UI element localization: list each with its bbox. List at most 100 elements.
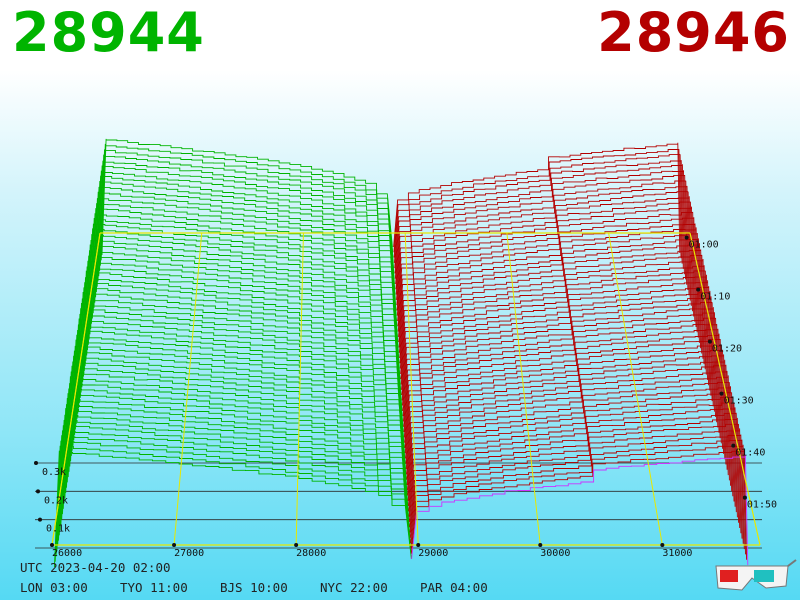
- bid-depth-line: [81, 270, 401, 388]
- zone-time-nyc: NYC 22:00: [320, 580, 388, 595]
- time-tick-mark: [719, 391, 724, 396]
- ask-depth-line: [407, 396, 736, 507]
- ask-depth-line: [399, 265, 707, 375]
- volume-tick-label: 0.1k: [46, 524, 70, 535]
- ask-depth-line: [410, 444, 746, 555]
- bid-depth-line: [97, 165, 395, 282]
- bid-depth-line: [78, 291, 402, 409]
- 3d-glasses-icon[interactable]: [715, 559, 797, 591]
- ask-depth-line: [409, 428, 743, 539]
- time-tick-mark: [707, 339, 712, 344]
- bid-depth-line: [91, 208, 397, 324]
- ask-depth-line: [394, 174, 688, 285]
- bid-depth-line: [88, 223, 398, 340]
- ask-depth-line: [401, 302, 715, 412]
- bid-depth-line: [84, 250, 400, 367]
- time-tick-mark: [684, 235, 689, 240]
- bid-depth-line: [99, 149, 394, 266]
- price-tick-mark: [660, 543, 665, 547]
- ask-depth-line: [393, 154, 683, 264]
- price-grid-line: [295, 232, 304, 546]
- bid-depth-line: [59, 414, 410, 531]
- time-tick-label: 01:10: [700, 292, 730, 303]
- ask-depth-line: [405, 354, 727, 465]
- ask-depth-line: [407, 402, 737, 513]
- time-tick-label: 01:20: [712, 344, 742, 355]
- ask-depth-line: [402, 312, 718, 423]
- bid-depth-line: [55, 440, 412, 557]
- volume-tick-mark: [38, 517, 42, 522]
- bid-depth-line: [75, 308, 403, 425]
- bid-depth-lines: [53, 138, 412, 568]
- bid-depth-line: [65, 376, 408, 494]
- price-grid-line: [608, 232, 663, 546]
- ask-depth-line: [404, 344, 725, 454]
- price-tick-label: 28000: [296, 548, 326, 559]
- utc-timestamp: UTC 2023-04-20 02:00: [20, 560, 171, 575]
- ask-depth-line: [406, 386, 734, 497]
- bid-depth-line: [53, 450, 412, 568]
- ask-depth-line: [394, 170, 687, 280]
- ask-depth-line: [399, 258, 706, 370]
- ask-depth-line: [395, 180, 689, 291]
- ask-depth-line: [393, 142, 681, 254]
- bid-depth-line: [72, 329, 405, 446]
- volume-axis: 0.1k 0.2k 0.3k: [34, 461, 70, 535]
- bid-depth-line: [82, 266, 401, 382]
- bid-depth-line: [98, 160, 395, 277]
- best-bid-price: 28944: [12, 1, 205, 64]
- best-ask-price: 28946: [597, 1, 790, 64]
- bid-depth-line: [83, 260, 400, 377]
- bid-depth-line: [61, 404, 409, 520]
- bid-depth-line: [63, 388, 408, 504]
- ask-depth-line: [410, 449, 748, 560]
- left-grid-edge: [51, 232, 101, 546]
- ask-depth-line: [399, 254, 705, 365]
- bid-depth-line: [100, 143, 394, 261]
- bid-depth-line: [58, 425, 411, 541]
- bid-depth-line: [64, 383, 408, 499]
- bid-depth-line: [73, 324, 404, 441]
- bid-depth-line: [74, 318, 404, 435]
- ask-depth-line: [397, 223, 698, 333]
- bid-depth-line: [99, 154, 394, 271]
- bid-depth-line: [62, 397, 409, 515]
- bid-depth-line: [79, 282, 402, 398]
- bid-depth-line: [67, 361, 407, 478]
- time-tick-mark: [696, 287, 701, 292]
- ask-depth-line: [402, 307, 716, 417]
- time-tick-label: 01:40: [735, 448, 765, 459]
- ask-depth-line: [409, 423, 742, 534]
- volume-tick-mark: [34, 461, 38, 465]
- bid-depth-line: [54, 445, 412, 562]
- price-grid-line: [173, 232, 203, 546]
- ask-depth-line: [403, 328, 721, 439]
- price-tick-mark: [172, 543, 177, 547]
- ask-depth-line: [406, 375, 731, 486]
- ask-depth-line: [401, 290, 713, 402]
- time-tick-label: 01:50: [747, 500, 777, 511]
- ask-depth-line: [401, 286, 712, 396]
- price-axis: 26000 27000 28000 29000 30000 31000: [50, 543, 692, 559]
- ask-depth-line: [406, 382, 733, 492]
- bid-depth-line: [71, 334, 405, 451]
- ask-depth-line: [403, 333, 722, 444]
- ask-depth-line: [400, 280, 711, 391]
- zone-time-tyo: TYO 11:00: [120, 580, 188, 595]
- ask-depth-line: [398, 238, 702, 349]
- ask-depth-lines: [393, 142, 749, 566]
- ask-depth-line: [402, 317, 719, 428]
- ask-depth-line: [393, 149, 682, 259]
- ask-depth-line: [408, 412, 740, 523]
- ask-depth-line: [394, 164, 685, 275]
- bid-depth-line: [83, 255, 400, 372]
- ask-depth-line: [395, 185, 690, 296]
- zone-time-lon: LON 03:00: [20, 580, 88, 595]
- zone-time-bjs: BJS 10:00: [220, 580, 288, 595]
- ask-depth-line: [409, 434, 744, 544]
- ask-depth-line: [408, 407, 738, 518]
- bid-depth-line: [66, 371, 407, 488]
- bid-depth-line: [86, 239, 399, 356]
- bid-depth-line: [96, 170, 395, 287]
- price-tick-mark: [294, 543, 299, 547]
